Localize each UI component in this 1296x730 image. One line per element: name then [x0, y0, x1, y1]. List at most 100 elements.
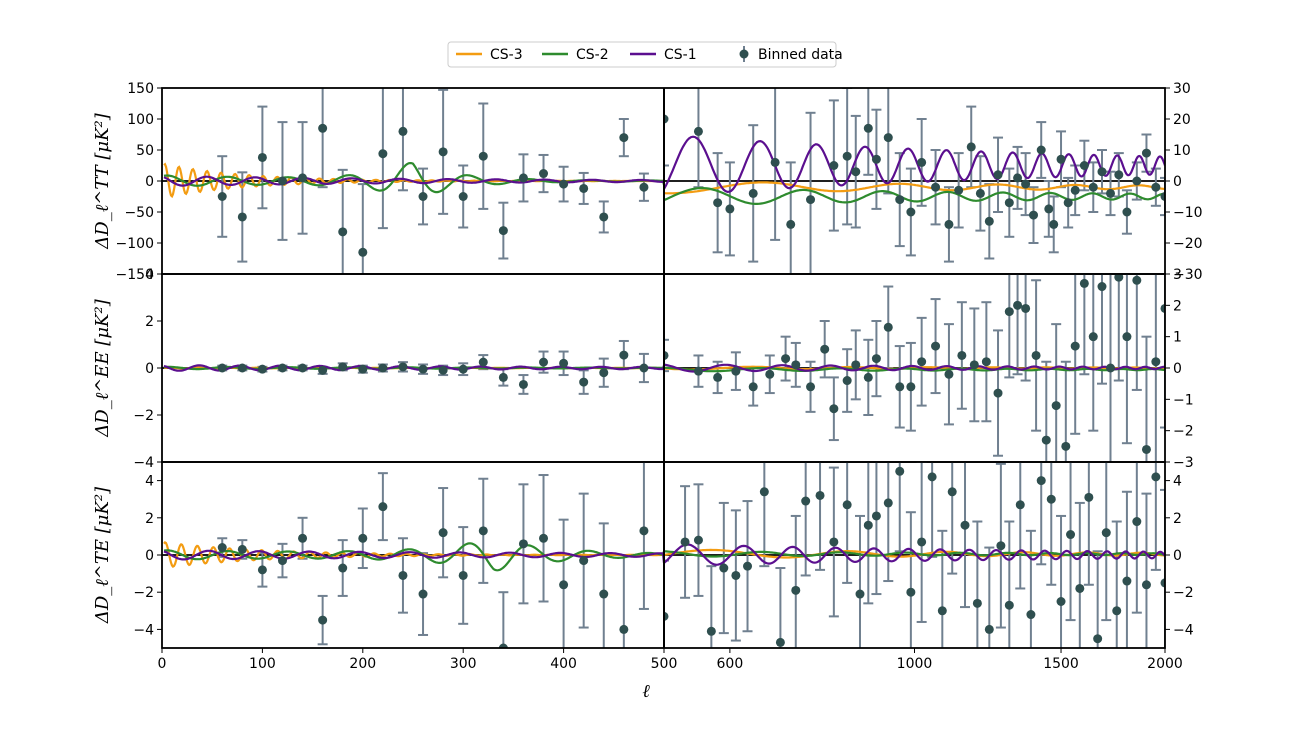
data-point — [1029, 210, 1039, 220]
y-tick-label-left: 4 — [145, 474, 154, 490]
y-tick-label-left: −4 — [133, 455, 154, 471]
data-point — [1105, 188, 1115, 198]
data-point — [559, 580, 569, 590]
data-point — [706, 626, 716, 636]
data-point — [806, 195, 816, 205]
y-tick-label-left: 0 — [145, 174, 154, 190]
data-point — [298, 363, 308, 373]
legend-entry-binned-data: Binned data — [739, 46, 843, 63]
data-point — [1160, 192, 1165, 201]
curve-cs3-right — [664, 181, 1165, 195]
data-point — [966, 142, 976, 152]
legend-entry-cs1: CS-1 — [630, 47, 697, 63]
data-point — [1141, 444, 1151, 454]
data-point — [829, 161, 839, 170]
data-point — [975, 188, 985, 198]
y-tick-label-right: 30 — [1173, 81, 1191, 97]
data-point — [1160, 578, 1165, 588]
data-point — [748, 382, 758, 392]
data-point — [775, 637, 785, 647]
y-tick-label-right: −2 — [1173, 424, 1194, 440]
data-point — [1041, 435, 1051, 445]
data-point — [378, 363, 388, 373]
y-tick-label-left: −100 — [116, 236, 154, 252]
data-point — [498, 226, 508, 236]
data-point — [559, 179, 569, 189]
data-point — [1114, 274, 1124, 282]
data-point — [863, 520, 873, 530]
x-tick-label: 600 — [717, 656, 744, 672]
data-point — [713, 198, 723, 208]
data-point — [257, 565, 267, 575]
curve-cs3-left — [163, 540, 664, 569]
plot-right-ee — [664, 274, 1165, 462]
data-point — [478, 526, 488, 536]
curve-cs1-left — [163, 175, 664, 187]
data-point — [1097, 167, 1107, 177]
data-point — [664, 350, 669, 360]
data-point — [418, 589, 428, 599]
data-point — [1075, 583, 1085, 593]
y-tick-label-left: 0 — [145, 361, 154, 377]
data-point — [1079, 161, 1089, 170]
data-point — [1151, 472, 1161, 482]
data-point — [639, 526, 649, 536]
data-point — [1079, 278, 1089, 288]
panel-tt: −150−100−50050100150−30−20−100102030ΔD_ℓ… — [92, 81, 1203, 283]
plot-right-te — [664, 462, 1165, 648]
data-point — [619, 350, 629, 360]
data-point — [1004, 198, 1014, 208]
data-point — [257, 152, 267, 162]
data-point — [781, 354, 791, 364]
data-point — [664, 114, 669, 124]
data-point — [1044, 204, 1054, 214]
data-point — [1015, 500, 1025, 510]
data-point — [338, 563, 348, 573]
data-point — [906, 587, 916, 597]
data-point — [906, 207, 916, 217]
y-tick-label-right: 4 — [1173, 474, 1182, 490]
data-point — [398, 362, 408, 372]
data-point — [1070, 341, 1080, 351]
data-point — [398, 126, 408, 136]
y-tick-label-left: 100 — [127, 112, 154, 128]
data-point — [725, 204, 735, 214]
data-point — [1056, 154, 1066, 164]
data-point — [871, 354, 881, 364]
data-point — [277, 556, 287, 566]
curve-cs1-right — [664, 543, 1165, 566]
curve-cs2-right — [664, 550, 1165, 558]
data-point — [1013, 173, 1023, 183]
data-point — [883, 322, 893, 332]
data-point — [954, 185, 964, 195]
data-point — [1132, 275, 1142, 285]
data-point — [944, 219, 954, 229]
data-point — [895, 195, 905, 205]
y-tick-label-right: 3 — [1173, 267, 1182, 283]
data-point — [1088, 182, 1098, 192]
data-point — [1122, 332, 1132, 342]
y-tick-label-right: −10 — [1173, 205, 1203, 221]
data-point — [1031, 350, 1041, 360]
data-point — [217, 192, 227, 201]
data-point — [927, 472, 937, 482]
data-point — [1061, 441, 1071, 451]
curve-cs2-left — [163, 542, 664, 572]
legend-entry-cs3: CS-3 — [456, 47, 523, 63]
y-tick-label-right: 0 — [1173, 361, 1182, 377]
data-point — [851, 360, 861, 370]
data-point — [539, 169, 549, 179]
y-tick-label-right: 20 — [1173, 112, 1191, 128]
data-point — [1021, 179, 1031, 189]
x-tick-label: 500 — [651, 656, 678, 672]
data-point — [786, 219, 796, 229]
data-point — [993, 170, 1003, 180]
data-point — [1132, 517, 1142, 527]
y-tick-label-right: −20 — [1173, 236, 1203, 252]
data-point — [731, 570, 741, 580]
data-point — [318, 365, 328, 375]
data-point — [378, 502, 388, 512]
data-point — [759, 487, 769, 497]
data-point — [458, 364, 468, 374]
data-point — [378, 149, 388, 159]
